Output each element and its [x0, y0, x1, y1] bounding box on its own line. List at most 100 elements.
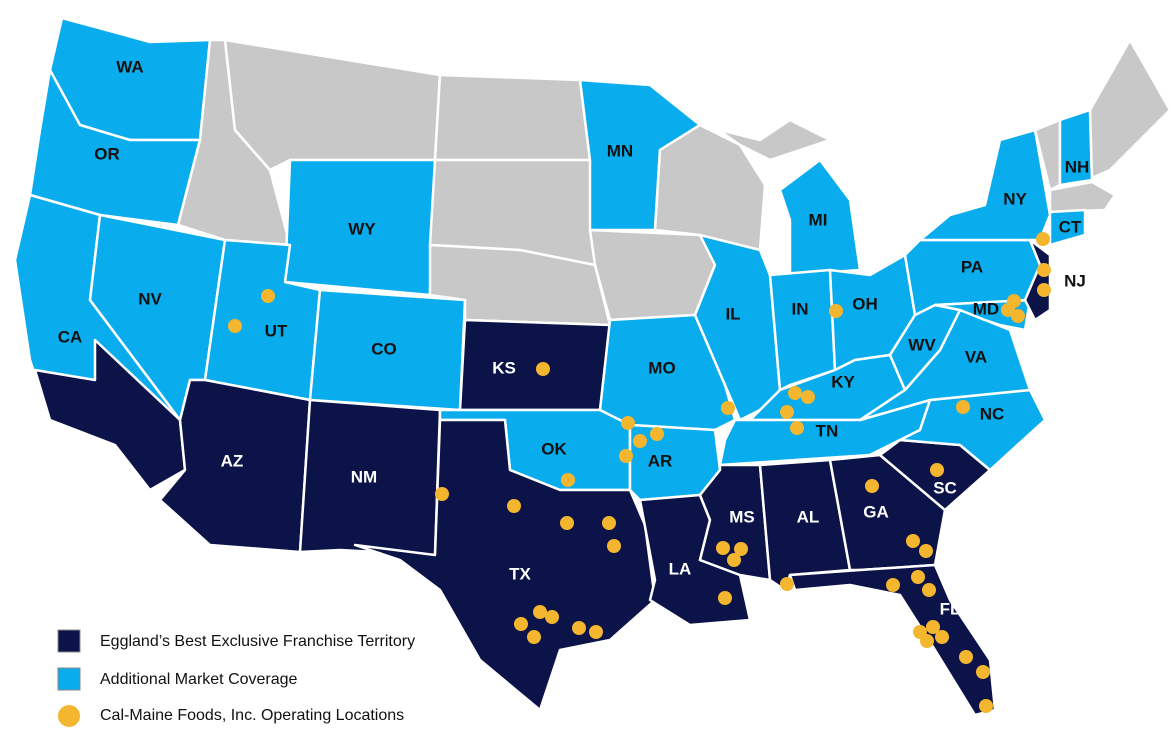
location-dot [734, 542, 748, 556]
state-label: WA [116, 57, 143, 76]
location-dot [865, 479, 879, 493]
location-dot [922, 583, 936, 597]
location-dot [507, 499, 521, 513]
location-dot [561, 473, 575, 487]
state-ia [588, 228, 717, 322]
location-dot [650, 427, 664, 441]
location-dot [788, 386, 802, 400]
location-dot [607, 539, 621, 553]
legend-swatch [58, 705, 80, 727]
location-dot [572, 621, 586, 635]
location-dot [727, 553, 741, 567]
state-mt [223, 38, 442, 172]
state-label: KS [492, 358, 516, 377]
location-dot [261, 289, 275, 303]
location-dot [619, 449, 633, 463]
state-ma [1048, 180, 1117, 214]
state-in [768, 268, 837, 392]
location-dot [514, 617, 528, 631]
location-dot [919, 544, 933, 558]
state-label: NY [1003, 189, 1027, 208]
state-nc [868, 388, 1047, 472]
state-label: NC [980, 404, 1005, 423]
location-dot [829, 304, 843, 318]
state-label: WV [908, 335, 936, 354]
state-label: MI [809, 210, 828, 229]
location-dot [1037, 263, 1051, 277]
state-label: TN [816, 421, 839, 440]
location-dot [956, 400, 970, 414]
state-label: KY [831, 372, 855, 391]
locations [228, 232, 1051, 713]
location-dot [1037, 283, 1051, 297]
location-dot [976, 665, 990, 679]
location-dot [633, 434, 647, 448]
location-dot [716, 541, 730, 555]
state-label: OK [541, 439, 567, 458]
state-label: VA [965, 347, 987, 366]
legend-label: Additional Market Coverage [100, 671, 298, 688]
state-label: TX [509, 564, 531, 583]
location-dot [435, 487, 449, 501]
state-label: MN [607, 141, 633, 160]
state-mi [778, 158, 862, 277]
state-label: NH [1065, 157, 1090, 176]
location-dot [602, 516, 616, 530]
state-mi-upper [688, 108, 832, 162]
legend: Eggland’s Best Exclusive Franchise Terri… [57, 629, 415, 727]
state-il [693, 233, 782, 422]
location-dot [536, 362, 550, 376]
location-dot [1011, 309, 1025, 323]
location-dot [589, 625, 603, 639]
state-label: FL [940, 599, 961, 618]
state-label: SC [933, 478, 957, 497]
states [13, 16, 1170, 717]
state-ny [918, 128, 1052, 242]
legend-label: Cal-Maine Foods, Inc. Operating Location… [100, 707, 404, 724]
state-label: GA [863, 502, 889, 521]
state-label: NJ [1064, 271, 1086, 290]
location-dot [533, 605, 547, 619]
location-dot [801, 390, 815, 404]
state-label: MO [648, 358, 675, 377]
state-labels: WA OR CA NV UT WY CO AZ NM KS OK TX MN MO AR LA IL IN OH MI… [58, 57, 1090, 618]
location-dot [718, 591, 732, 605]
location-dot [920, 634, 934, 648]
legend-label: Eggland’s Best Exclusive Franchise Terri… [100, 633, 415, 650]
legend-swatch [57, 667, 81, 691]
state-label: AZ [221, 451, 244, 470]
location-dot [527, 630, 541, 644]
state-label: MD [973, 299, 999, 318]
location-dot [926, 620, 940, 634]
location-dot [911, 570, 925, 584]
state-label: CA [58, 327, 83, 346]
state-ct [1048, 208, 1087, 247]
location-dot [1036, 232, 1050, 246]
state-label: IN [792, 299, 809, 318]
state-label: LA [669, 559, 692, 578]
state-label: OR [94, 144, 120, 163]
state-nh [1058, 108, 1094, 187]
legend-swatch [57, 629, 81, 653]
location-dot [780, 405, 794, 419]
location-dot [721, 401, 735, 415]
state-label: PA [961, 257, 983, 276]
location-dot [935, 630, 949, 644]
state-me [1088, 38, 1170, 180]
location-dot [621, 416, 635, 430]
location-dot [930, 463, 944, 477]
state-label: AR [648, 451, 673, 470]
state-label: NV [138, 289, 162, 308]
state-label: NM [351, 467, 377, 486]
location-dot [560, 516, 574, 530]
location-dot [228, 319, 242, 333]
location-dot [906, 534, 920, 548]
location-dot [545, 610, 559, 624]
location-dot [886, 578, 900, 592]
state-label: IL [725, 304, 740, 323]
location-dot [780, 577, 794, 591]
state-label: AL [797, 507, 820, 526]
state-label: CO [371, 339, 397, 358]
location-dot [959, 650, 973, 664]
